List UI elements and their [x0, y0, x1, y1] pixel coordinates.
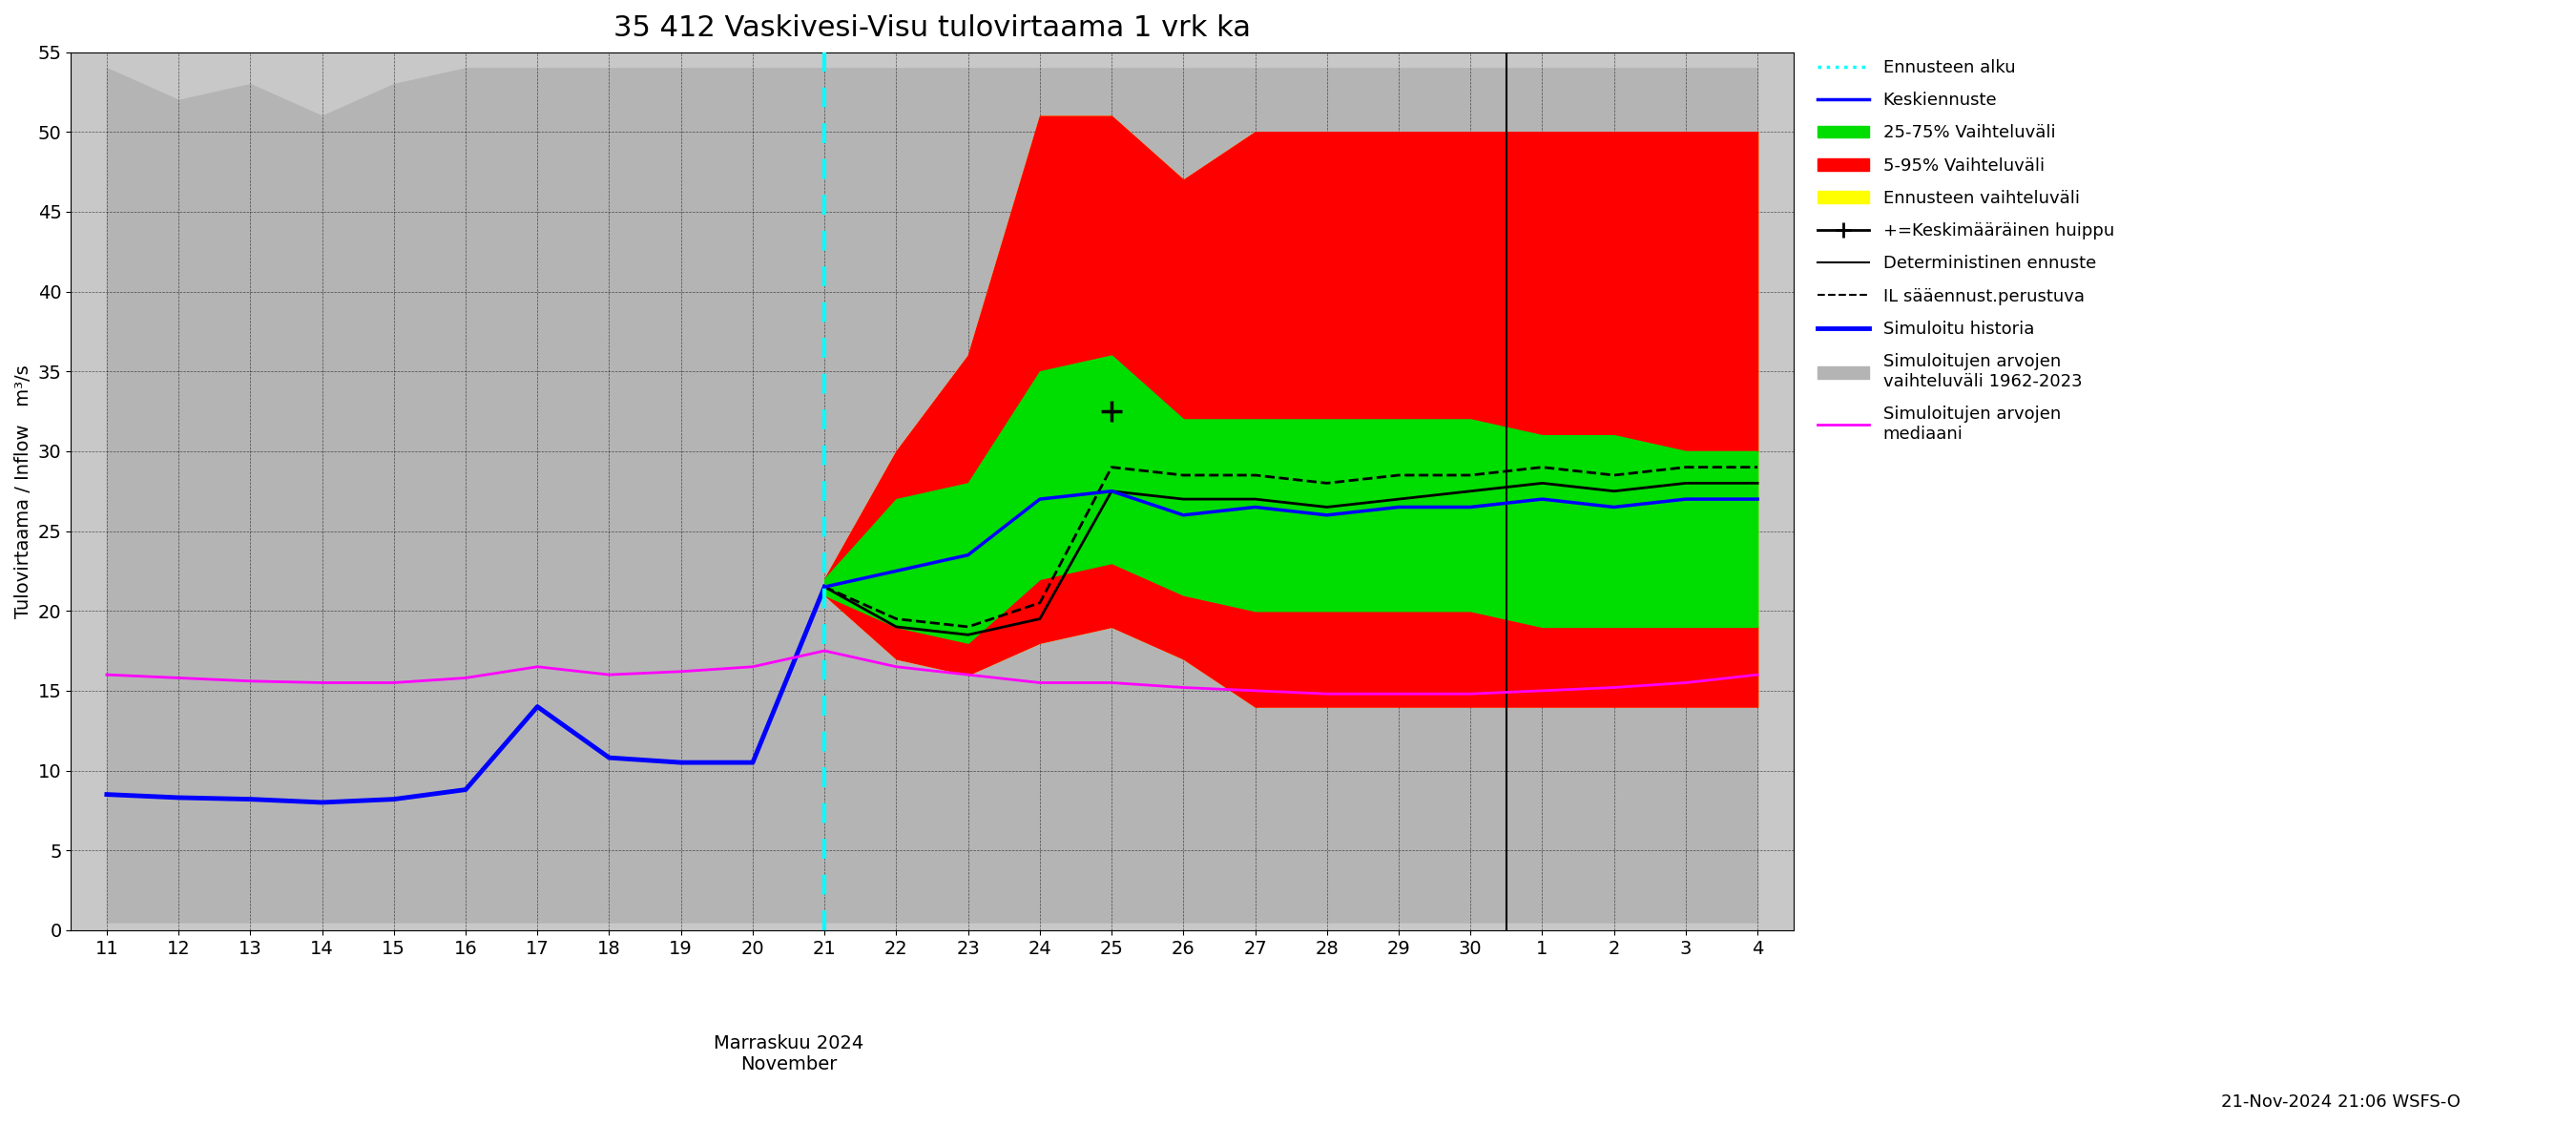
- Text: Marraskuu 2024
November: Marraskuu 2024 November: [714, 1034, 863, 1073]
- Legend: Ennusteen alku, Keskiennuste, 25-75% Vaihteluväli, 5-95% Vaihteluväli, Ennusteen: Ennusteen alku, Keskiennuste, 25-75% Vai…: [1811, 53, 2120, 450]
- Title: 35 412 Vaskivesi-Visu tulovirtaama 1 vrk ka: 35 412 Vaskivesi-Visu tulovirtaama 1 vrk…: [613, 14, 1252, 42]
- Text: 21-Nov-2024 21:06 WSFS-O: 21-Nov-2024 21:06 WSFS-O: [2221, 1093, 2460, 1111]
- Y-axis label: Tulovirtaama / Inflow   m³/s: Tulovirtaama / Inflow m³/s: [15, 364, 33, 618]
